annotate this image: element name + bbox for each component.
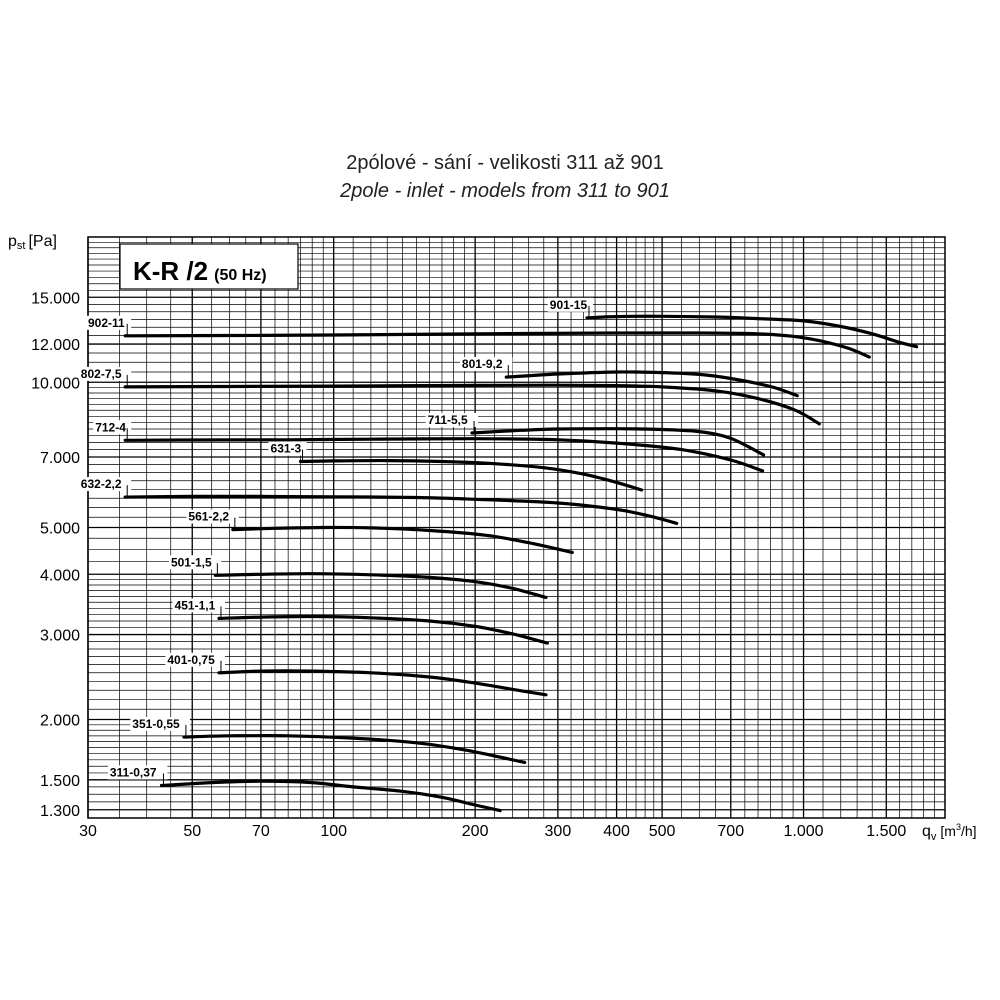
fan-curve-631-3 (298, 458, 644, 492)
x-tick-label: 300 (545, 823, 572, 840)
fan-curve-451-1,1 (217, 614, 549, 645)
chart-title-english: 2pole - inlet - models from 311 to 901 (340, 180, 670, 202)
fan-curve-label-bg (107, 765, 168, 780)
fan-curve-801-9,2 (504, 370, 799, 398)
x-axis-label: qv [m3/h] (922, 822, 977, 843)
fan-curve-711-5,5 (470, 427, 766, 457)
y-tick-label: 3.000 (40, 628, 80, 645)
x-tick-label: 700 (717, 823, 744, 840)
x-tick-label: 1.500 (866, 823, 906, 840)
fan-curve-label-bg (547, 297, 593, 312)
fan-curve-902-11 (123, 331, 871, 359)
fan-curve-labels: 311-0,37 351-0,55 401-0,75 451-1,1 501-1,5 56… (78, 297, 593, 786)
fan-curve-label-351-0,55: 351-0,55 (132, 717, 180, 731)
fan-curve-label-401-0,75: 401-0,75 (167, 653, 215, 667)
model-box-title: K-R /2 (50 Hz) (133, 256, 267, 286)
y-tick-label: 1.500 (40, 773, 80, 790)
x-tick-label: 50 (183, 823, 201, 840)
fan-curve-label-bg (168, 555, 222, 570)
fan-curve-label-bg (172, 598, 225, 613)
fan-curve-label-901-15: 901-15 (550, 298, 588, 312)
chart-title-czech: 2pólové - sání - velikosti 311 až 901 (346, 152, 664, 174)
x-tick-label: 400 (603, 823, 630, 840)
fan-curves (123, 314, 919, 813)
y-tick-label: 7.000 (40, 450, 80, 467)
y-tick-label: 2.000 (40, 713, 80, 730)
fan-curve-label-bg (268, 441, 307, 456)
fan-curve-label-bg (93, 420, 132, 435)
fan-curve-label-712-4: 712-4 (95, 420, 126, 434)
fan-curve-401-0,75 (217, 669, 548, 697)
fan-curve-label-bg (165, 652, 225, 667)
fan-curve-712-4 (123, 437, 765, 473)
model-box: K-R /2 (50 Hz) (119, 243, 299, 290)
fan-curve-label-801-9,2: 801-9,2 (462, 357, 503, 371)
fan-curve-label-bg (459, 357, 513, 372)
fan-curve-501-1,5 (213, 572, 548, 600)
fan-curve-label-451-1,1: 451-1,1 (175, 598, 216, 612)
fan-curve-label-902-11: 902-11 (88, 316, 125, 330)
y-tick-label: 1.300 (40, 803, 80, 820)
y-axis-label: pst [Pa] (8, 233, 57, 252)
fan-curve-label-501-1,5: 501-1,5 (171, 555, 212, 569)
fan-curve-label-561-2,2: 561-2,2 (188, 510, 229, 524)
fan-curve-901-15 (585, 314, 919, 349)
fan-curve-label-802-7,5: 802-7,5 (81, 367, 122, 381)
fan-curve-311-0,37 (159, 779, 502, 813)
fan-curve-label-bg (130, 716, 190, 731)
y-tick-label: 10.000 (31, 375, 80, 392)
x-tick-label: 70 (252, 823, 270, 840)
fan-curve-label-bg (78, 366, 132, 381)
fan-curve-632-2,2 (123, 494, 679, 525)
fan-curve-label-631-3: 631-3 (271, 442, 302, 456)
fan-curve-561-2,2 (231, 525, 574, 554)
x-tick-label: 30 (79, 823, 97, 840)
y-tick-label: 4.000 (40, 567, 80, 584)
grid-major (87, 237, 945, 818)
fan-curve-label-711-5,5: 711-5,5 (428, 413, 468, 427)
fan-curve-label-bg (425, 412, 479, 427)
fan-curve-label-bg (186, 509, 239, 524)
y-tick-label: 5.000 (40, 521, 80, 538)
fan-curve-label-632-2,2: 632-2,2 (81, 477, 122, 491)
x-tick-label: 1.000 (784, 823, 824, 840)
x-tick-label: 500 (649, 823, 676, 840)
fan-curve-label-bg (78, 477, 132, 492)
y-tick-label: 15.000 (31, 290, 80, 307)
fan-curve-802-7,5 (123, 383, 821, 426)
x-tick-label: 200 (462, 823, 489, 840)
y-tick-label: 12.000 (31, 337, 80, 354)
fan-curve-351-0,55 (182, 734, 527, 764)
x-tick-label: 100 (320, 823, 347, 840)
x-tick-labels: 30 50 70 100 200 300 400 500 700 1.000 1.500 (79, 823, 906, 840)
plot-frame (87, 236, 946, 819)
fan-curve-label-bg (86, 315, 132, 330)
fan-curve-label-311-0,37: 311-0,37 (110, 765, 157, 779)
y-tick-labels: 1.300 1.500 2.000 3.000 4.000 5.000 7.000 10.00… (31, 290, 80, 819)
